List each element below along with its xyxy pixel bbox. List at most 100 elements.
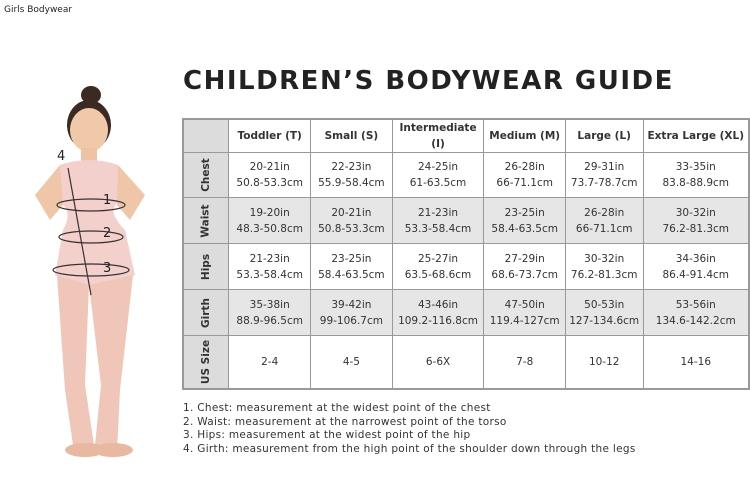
table-row: Waist 19-20in 48.3-50.8cm 20-21in 50.8-53.3c… xyxy=(182,197,750,244)
table-cell: 34-36in 86.4-91.4cm xyxy=(642,243,750,290)
table-cell: 22-23in 55.9-58.4cm xyxy=(310,152,393,198)
cell-value: 76.2-81.3cm xyxy=(570,268,638,281)
cell-value: 30-32in xyxy=(584,252,625,265)
page-title: CHILDREN’S BODYWEAR GUIDE xyxy=(183,66,674,96)
row-label-text: Hips xyxy=(200,253,213,280)
col-header: Extra Large (XL) xyxy=(642,118,750,153)
cell-value: 7-8 xyxy=(516,355,534,368)
table-cell: 19-20in 48.3-50.8cm xyxy=(228,197,312,244)
table-cell: 35-38in 88.9-96.5cm xyxy=(228,289,312,336)
cell-value: 23-25in xyxy=(504,206,545,219)
cell-value: 43-46in xyxy=(417,298,459,311)
marker-4: 4 xyxy=(57,149,65,164)
table-cell: 30-32in 76.2-81.3cm xyxy=(564,243,644,290)
cell-value: 76.2-81.3cm xyxy=(662,222,730,235)
table-cell: 26-28in 66-71.1cm xyxy=(564,197,644,244)
marker-2: 2 xyxy=(103,226,111,241)
cell-value: 53-56in xyxy=(675,298,716,311)
table-row: Chest 20-21in 50.8-53.3cm 22-23in 55.9-58.4c… xyxy=(182,152,750,198)
cell-value: 25-27in xyxy=(417,252,459,265)
cell-value: 21-23in xyxy=(417,206,459,219)
cell-value: 30-32in xyxy=(675,206,716,219)
note: 2. Waist: measurement at the narrowest p… xyxy=(183,415,507,428)
row-label: Hips xyxy=(182,243,230,290)
cell-value: 26-28in xyxy=(584,206,625,219)
table-row: Girth 35-38in 88.9-96.5cm 39-42in 99-106.7cm… xyxy=(182,289,750,336)
col-header: Large (L) xyxy=(564,118,644,153)
cell-value: 50-53in xyxy=(584,298,625,311)
col-header: Intermediate (I) xyxy=(391,118,485,153)
cell-value: 61-63.5cm xyxy=(409,177,467,189)
table-cell: 14-16 xyxy=(642,335,750,389)
col-header: Medium (M) xyxy=(483,118,566,153)
cell-value: 4-5 xyxy=(342,355,360,368)
cell-value: 58.4-63.5cm xyxy=(318,268,385,281)
table-cell: 47-50in 119.4-127cm xyxy=(483,289,566,336)
cell-value: 22-23in xyxy=(331,161,372,173)
table-cell: 50-53in 127-134.6cm xyxy=(564,289,644,336)
marker-1: 1 xyxy=(103,193,111,208)
table-row: Hips 21-23in 53.3-58.4cm 23-25in 58.4-63.5cm… xyxy=(182,243,750,290)
cell-value: 73.7-78.7cm xyxy=(570,177,638,189)
cell-value: 66-71.1cm xyxy=(575,222,633,235)
cell-value: 58.4-63.5cm xyxy=(491,222,558,235)
table-cell: 21-23in 53.3-58.4cm xyxy=(391,197,485,244)
table-row: US Size 2-4 4-5 6-6X 7-8 10-12 14-16 xyxy=(182,335,750,389)
cell-value: 39-42in xyxy=(331,298,372,311)
cell-value: 23-25in xyxy=(331,252,372,265)
row-label: Chest xyxy=(182,152,230,198)
table-cell: 24-25in 61-63.5cm xyxy=(391,152,485,198)
cell-value: 53.3-58.4cm xyxy=(236,268,303,281)
size-chart-table: Toddler (T) Small (S) Intermediate (I) M… xyxy=(182,118,750,390)
cell-value: 20-21in xyxy=(249,161,290,173)
table-cell: 4-5 xyxy=(310,335,393,389)
col-header: Small (S) xyxy=(310,118,393,153)
row-label-text: Waist xyxy=(200,203,213,238)
corner-cell xyxy=(182,118,230,153)
table-cell: 20-21in 50.8-53.3cm xyxy=(310,197,393,244)
row-label-text: Chest xyxy=(200,158,213,192)
cell-value: 24-25in xyxy=(417,161,459,173)
table-cell: 39-42in 99-106.7cm xyxy=(310,289,393,336)
cell-value: 86.4-91.4cm xyxy=(662,268,730,281)
row-label-text: Girth xyxy=(200,297,213,328)
cell-value: 50.8-53.3cm xyxy=(236,177,303,189)
cell-value: 14-16 xyxy=(680,355,711,368)
row-label: Girth xyxy=(182,289,230,336)
cell-value: 6-6X xyxy=(425,355,451,368)
table-cell: 23-25in 58.4-63.5cm xyxy=(310,243,393,290)
cell-value: 63.5-68.6cm xyxy=(404,268,472,281)
table-cell: 25-27in 63.5-68.6cm xyxy=(391,243,485,290)
cell-value: 2-4 xyxy=(261,355,279,368)
cell-value: 68.6-73.7cm xyxy=(491,268,558,281)
table-cell: 20-21in 50.8-53.3cm xyxy=(228,152,312,198)
table-cell: 33-35in 83.8-88.9cm xyxy=(642,152,750,198)
cell-value: 50.8-53.3cm xyxy=(318,222,385,235)
cell-value: 83.8-88.9cm xyxy=(662,177,730,189)
cell-value: 27-29in xyxy=(504,252,545,265)
marker-3: 3 xyxy=(103,261,111,276)
cell-value: 34-36in xyxy=(675,252,716,265)
cell-value: 21-23in xyxy=(249,252,290,265)
cell-value: 88.9-96.5cm xyxy=(236,314,303,327)
cell-value: 33-35in xyxy=(675,161,716,173)
table-cell: 27-29in 68.6-73.7cm xyxy=(483,243,566,290)
table-cell: 6-6X xyxy=(391,335,485,389)
row-label: US Size xyxy=(182,335,230,389)
girl-model-image: 1 2 3 4 xyxy=(35,86,145,457)
cell-value: 66-71.1cm xyxy=(496,177,553,189)
cell-value: 119.4-127cm xyxy=(489,314,560,327)
note: 4. Girth: measurement from the high poin… xyxy=(183,442,636,455)
note: 3. Hips: measurement at the widest point… xyxy=(183,429,471,441)
table-cell: 29-31in 73.7-78.7cm xyxy=(564,152,644,198)
cell-value: 10-12 xyxy=(588,355,620,368)
measurement-notes: 1. Chest: measurement at the widest poin… xyxy=(183,402,636,456)
cell-value: 99-106.7cm xyxy=(319,314,383,327)
cell-value: 20-21in xyxy=(331,206,372,219)
note: 1. Chest: measurement at the widest poin… xyxy=(183,402,491,414)
breadcrumb[interactable]: Girls Bodywear xyxy=(4,5,73,15)
table-cell: 21-23in 53.3-58.4cm xyxy=(228,243,312,290)
cell-value: 134.6-142.2cm xyxy=(655,314,736,327)
header-row: Toddler (T) Small (S) Intermediate (I) M… xyxy=(182,118,750,153)
cell-value: 53.3-58.4cm xyxy=(404,222,472,235)
